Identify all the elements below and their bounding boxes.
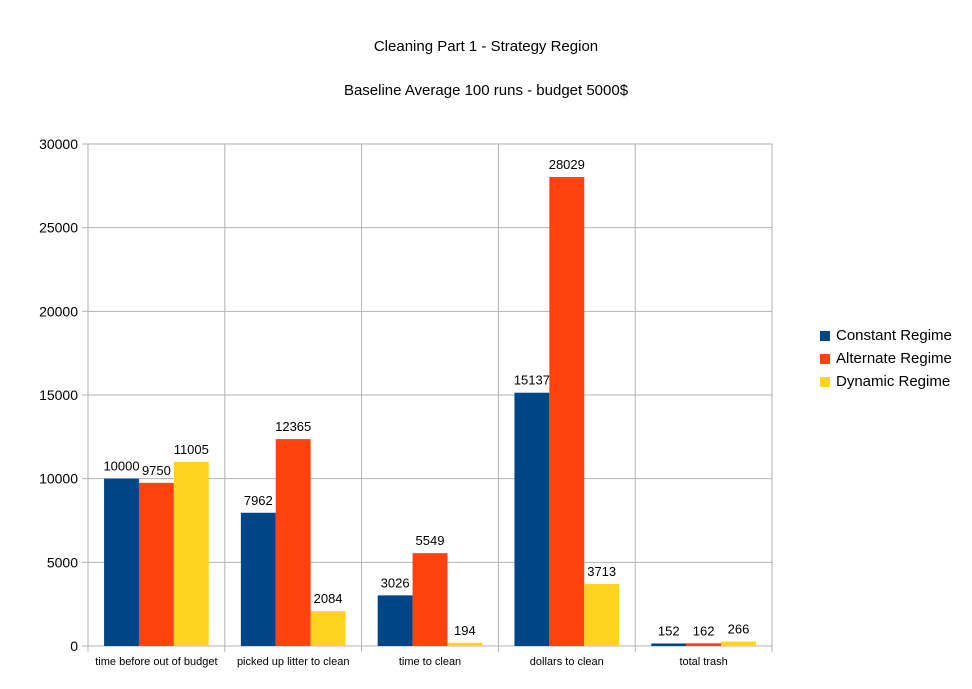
bar [377,595,413,646]
data-label: 3026 [381,575,410,590]
x-tick-label: time to clean [399,656,461,668]
data-label: 2084 [314,591,343,606]
data-label: 266 [728,622,750,637]
y-tick-label: 10000 [39,471,78,487]
bar [104,478,139,646]
y-tick-label: 25000 [39,220,78,236]
bar [275,439,311,646]
legend-label: Constant Regime [836,327,952,344]
data-label: 28029 [549,157,585,172]
data-label: 15137 [514,373,550,388]
y-tick-label: 15000 [39,387,78,403]
legend-item-constant: Constant Regime [820,324,952,347]
x-tick-label: total trash [679,656,727,668]
y-tick-label: 0 [70,638,78,654]
y-tick-label: 5000 [47,554,78,570]
x-tick-label: time before out of budget [95,656,217,668]
bar [686,643,722,646]
x-tick-label: picked up litter to clean [237,656,350,668]
bar [549,176,585,647]
chart-title: Cleaning Part 1 - Strategy Region [373,38,599,55]
data-label: 162 [693,623,715,638]
x-tick-label: dollars to clean [530,656,604,668]
chart-subtitle: Baseline Average 100 runs - budget 5000$ [343,82,629,99]
data-label: 7962 [244,493,273,508]
data-label: 3713 [587,564,616,579]
data-label: 194 [454,623,476,638]
data-label: 10000 [103,459,139,474]
data-label: 152 [658,623,680,638]
bar [240,512,276,646]
bar [584,583,620,646]
legend: Constant Regime Alternate Regime Dynamic… [820,324,952,393]
data-label: 12365 [275,419,311,434]
legend-item-alternate: Alternate Regime [820,347,952,370]
legend-item-dynamic: Dynamic Regime [820,370,952,393]
legend-label: Dynamic Regime [836,373,951,390]
legend-swatch [820,353,830,364]
bar [138,482,174,646]
bar [310,611,346,646]
legend-swatch [820,330,830,341]
bar [721,641,756,646]
bar [447,642,483,646]
data-label: 11005 [174,442,209,457]
bar [173,461,209,646]
y-tick-label: 20000 [39,303,78,319]
legend-label: Alternate Regime [836,350,952,367]
data-label: 9750 [142,463,171,478]
legend-swatch [820,376,830,387]
bar [651,643,687,646]
data-label: 5549 [416,533,445,548]
y-tick-label: 30000 [39,136,78,152]
bar [412,553,448,646]
bar [514,392,550,646]
